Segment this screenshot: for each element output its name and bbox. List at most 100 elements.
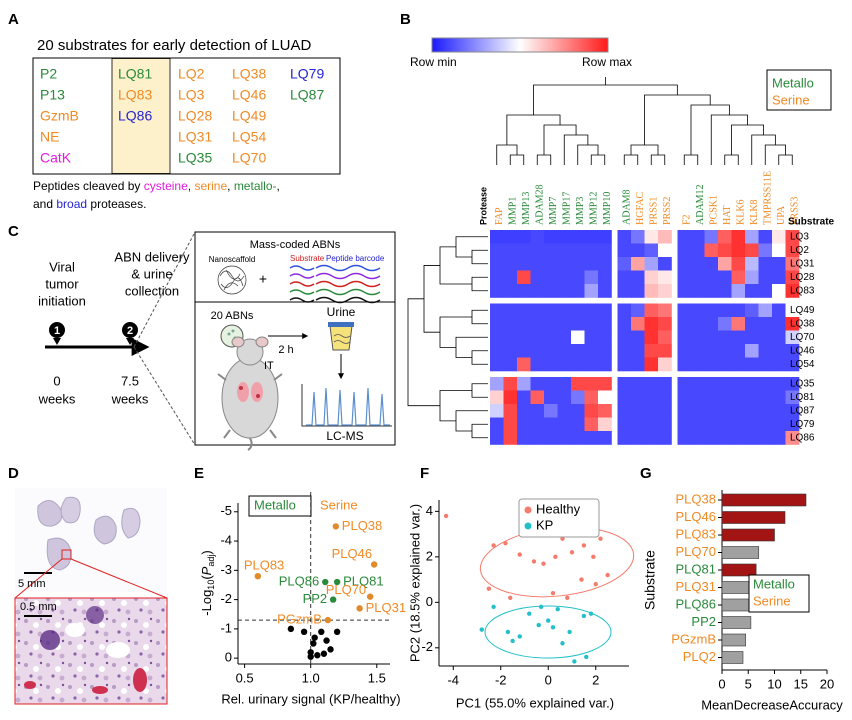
y-axis-title-part: adj — [206, 555, 216, 567]
column-label: MMP7 — [548, 197, 559, 225]
heatmap-cell — [584, 303, 599, 318]
heatmap-cell — [718, 303, 732, 318]
panel-label: F — [420, 465, 429, 482]
heatmap-cell — [677, 390, 692, 405]
heatmap-cell — [598, 357, 612, 372]
colorbar-label: Row min — [410, 55, 457, 69]
dendrogram-branch — [623, 154, 639, 165]
dendrogram-branch — [724, 154, 739, 165]
heatmap-cell — [571, 431, 585, 445]
heatmap-cell — [718, 390, 732, 405]
heatmap-cell — [617, 257, 632, 271]
heatmap-cell — [718, 317, 732, 331]
heatmap-cell — [517, 377, 531, 391]
column-label: FAP — [494, 207, 505, 225]
heatmap-cell — [490, 243, 504, 258]
data-point — [327, 646, 334, 653]
heatmap-cell — [530, 243, 545, 258]
y-tick-label: PLQ46 — [676, 509, 716, 524]
heatmap-cell — [658, 330, 672, 345]
dendrogram-branch — [471, 309, 488, 325]
heatmap-cell — [785, 390, 800, 405]
heatmap-cell — [598, 284, 612, 298]
heatmap-cell — [677, 284, 692, 298]
column-label: PCSK1 — [709, 195, 720, 225]
x-tick-label: 20 — [820, 676, 834, 691]
y-tick-label: -2 — [220, 591, 232, 606]
label: Urine — [327, 305, 356, 319]
substrate-name: LQ3 — [178, 87, 205, 103]
legend-entry: KP — [536, 517, 553, 532]
timeline-label: collection — [125, 283, 179, 298]
y-axis-title: -Log10(Padj) — [199, 550, 216, 615]
data-point — [287, 625, 295, 633]
heatmap-cell — [631, 317, 645, 331]
column-label: MMP13 — [521, 192, 532, 225]
data-point — [508, 595, 513, 600]
data-point — [581, 613, 587, 619]
heatmap-cell — [731, 330, 746, 345]
dendrogram-branch — [506, 114, 561, 145]
data-point — [333, 628, 341, 635]
heatmap-cell — [704, 344, 719, 358]
heatmap-cell — [598, 404, 612, 418]
heatmap-cell — [644, 317, 659, 331]
heatmap-cell — [631, 284, 645, 298]
heatmap-cell — [758, 404, 773, 418]
heatmap-cell — [503, 330, 518, 345]
heatmap-cell — [745, 303, 759, 318]
bar — [721, 546, 760, 559]
heatmap-cell — [490, 284, 504, 298]
row-label: LQ86 — [790, 432, 815, 443]
data-point — [314, 652, 321, 659]
dendrogram-branch — [471, 276, 488, 292]
heatmap-cell — [758, 257, 773, 271]
heatmap-cell — [758, 284, 773, 298]
substrate-name: P2 — [40, 66, 57, 82]
y-tick-label: -1 — [220, 620, 232, 635]
column-label: F2 — [682, 214, 693, 225]
dendrogram-branch — [543, 124, 577, 155]
heatmap-cell — [557, 404, 572, 418]
heatmap-cell — [691, 303, 705, 318]
heatmap-cell — [584, 317, 599, 331]
heatmap-cell — [718, 357, 732, 372]
heatmap-cell — [530, 417, 545, 432]
legend-box — [518, 498, 600, 538]
dendrogram-branch — [471, 383, 488, 398]
x-axis-title: Rel. urinary signal (KP/healthy) — [221, 691, 400, 706]
heatmap-cell — [677, 417, 692, 432]
data-point — [538, 604, 544, 610]
x-tick-label: 1.5 — [368, 670, 386, 685]
heatmap-cell — [785, 404, 800, 418]
heatmap-cell — [631, 257, 645, 271]
heatmap-cell — [745, 357, 759, 372]
heatmap-cell — [785, 270, 800, 285]
heatmap-cell — [503, 390, 518, 405]
heatmap-cell — [584, 404, 599, 418]
heatmap-cell — [503, 303, 518, 318]
time-label: weeks — [111, 391, 149, 406]
heatmap-cell — [557, 330, 572, 345]
y-tick-label: PGzmB — [671, 631, 716, 646]
heatmap-cell — [691, 390, 705, 405]
heatmap-cell — [517, 317, 531, 331]
heatmap-cell — [745, 230, 759, 244]
x-axis-title: PC1 (55.0% explained var.) — [456, 695, 614, 710]
heatmap-cell — [503, 243, 518, 258]
legend-swatch — [524, 506, 532, 514]
dendrogram-branch — [630, 144, 659, 155]
heatmap-cell — [745, 317, 759, 331]
heatmap-cell — [758, 243, 773, 258]
heatmap-cell — [517, 257, 531, 271]
heatmap-cell — [598, 243, 612, 258]
heatmap-cell — [644, 390, 659, 405]
caption-part: , — [277, 179, 280, 193]
step-number: 1 — [54, 325, 60, 337]
heatmap-cell — [677, 303, 692, 318]
y-tick-label: PLQ83 — [676, 526, 716, 541]
heatmap-cell — [772, 230, 786, 244]
heatmap-cell — [544, 377, 558, 391]
y-tick-label: PLQ38 — [676, 491, 716, 506]
